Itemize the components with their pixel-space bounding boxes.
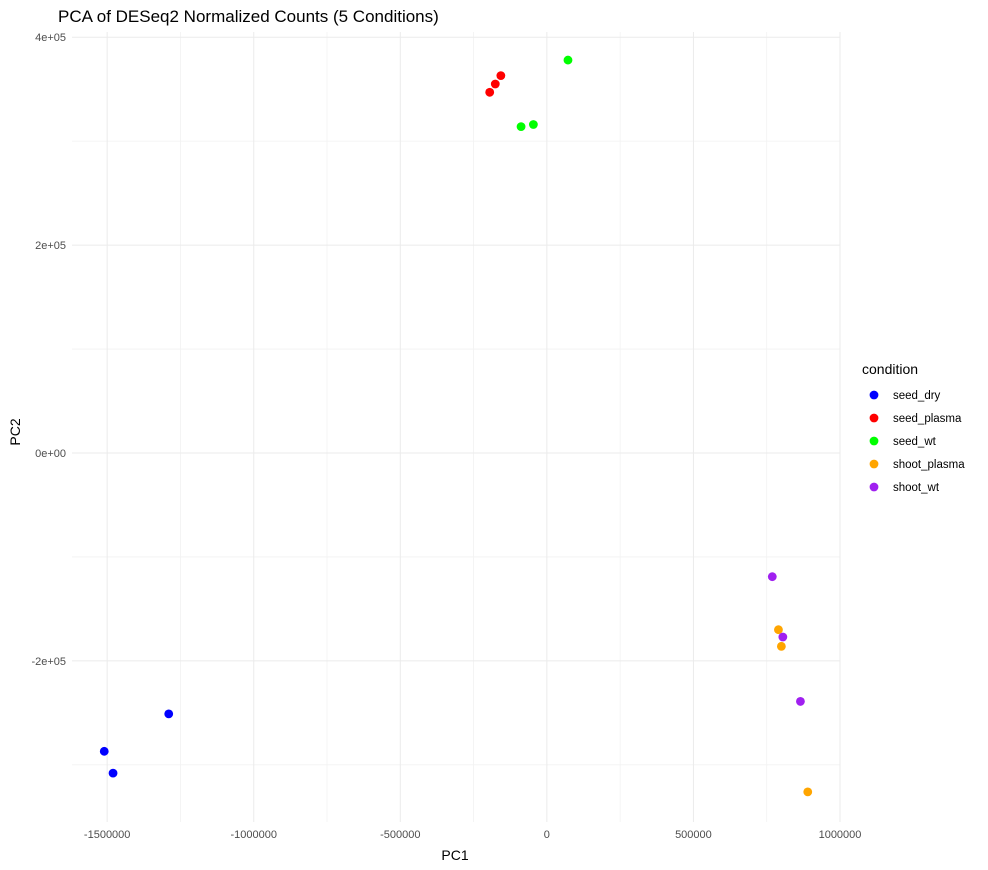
x-axis-title: PC1 <box>441 847 468 863</box>
data-points <box>99 55 813 797</box>
point-seed_wt <box>516 122 526 131</box>
legend-key-seed_plasma <box>869 413 879 423</box>
point-shoot_wt <box>778 632 788 642</box>
x-axis-ticks: -1500000 -1000000 -500000 0 500000 1000000 <box>84 829 861 841</box>
legend-label-shoot_plasma: shoot_plasma <box>893 459 965 471</box>
x-tick-label: -1000000 <box>230 829 277 841</box>
legend-label-seed_dry: seed_dry <box>893 390 941 402</box>
y-tick-label: 4e+05 <box>35 32 66 44</box>
legend-key-seed_dry <box>869 390 879 400</box>
point-shoot_plasma <box>803 787 813 797</box>
point-seed_dry <box>99 746 109 756</box>
x-tick-label: -500000 <box>380 829 420 841</box>
point-shoot_wt <box>767 572 777 582</box>
x-tick-label: 0 <box>544 829 550 841</box>
grid-lines <box>72 32 841 822</box>
point-seed_wt <box>563 55 573 65</box>
point-seed_plasma <box>490 79 500 89</box>
point-seed_plasma <box>485 87 495 97</box>
legend-label-seed_wt: seed_wt <box>893 436 937 448</box>
legend-label-shoot_wt: shoot_wt <box>893 482 940 494</box>
point-seed_plasma <box>496 71 506 81</box>
x-tick-label: 1000000 <box>819 829 862 841</box>
point-seed_dry <box>164 709 174 719</box>
y-tick-label: 0e+00 <box>35 448 66 460</box>
y-tick-label: 2e+05 <box>35 240 66 252</box>
legend: condition seed_dry seed_plasma seed_wtshoo… <box>862 361 965 494</box>
legend-key-shoot_plasma <box>869 459 879 469</box>
x-tick-label: 500000 <box>675 829 712 841</box>
point-shoot_plasma <box>774 625 783 635</box>
legend-label-seed_plasma: seed_plasma <box>893 413 962 425</box>
point-seed_dry <box>108 768 118 778</box>
x-tick-label: -1500000 <box>84 829 131 841</box>
y-axis-title: PC2 <box>7 418 23 445</box>
point-shoot_wt <box>796 697 805 706</box>
y-axis-ticks: -2e+05 0e+00 2e+05 4e+05 <box>31 32 66 668</box>
legend-key-seed_wt <box>869 436 879 446</box>
legend-title: condition <box>862 361 918 377</box>
y-tick-label: -2e+05 <box>31 656 66 668</box>
legend-key-shoot_wt <box>869 482 879 492</box>
point-shoot_plasma <box>776 641 786 651</box>
point-seed_wt <box>528 120 538 129</box>
chart-title: PCA of DESeq2 Normalized Counts (5 Condi… <box>58 7 439 26</box>
